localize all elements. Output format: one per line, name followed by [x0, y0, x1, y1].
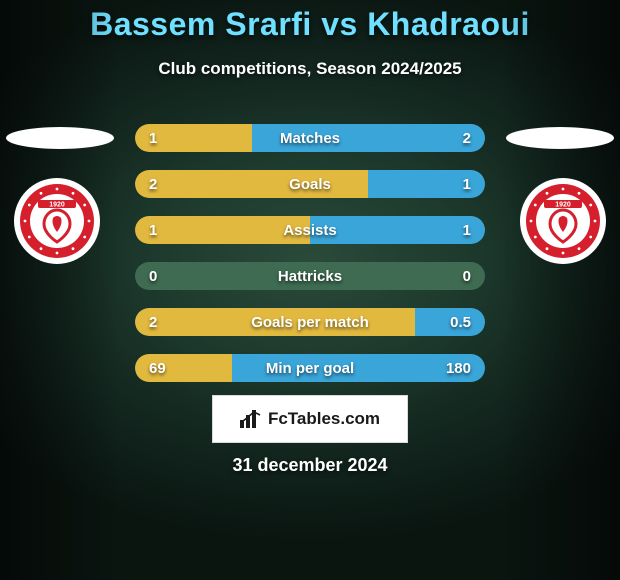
country-ellipse-left	[6, 127, 114, 149]
stat-value-right: 2	[463, 130, 471, 147]
stat-row: 0Hattricks0	[135, 262, 485, 290]
club-badge-right-graphic: 1920	[526, 184, 600, 258]
club-badge-left-graphic: 1920	[20, 184, 94, 258]
stat-label: Goals per match	[135, 314, 485, 331]
svg-text:1920: 1920	[49, 202, 65, 209]
page-subtitle: Club competitions, Season 2024/2025	[0, 59, 620, 79]
stat-row: 2Goals1	[135, 170, 485, 198]
stat-row: 1Matches2	[135, 124, 485, 152]
vignette-right	[500, 0, 620, 580]
fctables-label: FcTables.com	[268, 409, 380, 429]
page-title: Bassem Srarfi vs Khadraoui	[0, 0, 620, 43]
bars-icon	[240, 410, 262, 428]
fctables-watermark: FcTables.com	[212, 395, 408, 443]
stats-container: 1Matches22Goals11Assists10Hattricks02Goa…	[135, 124, 485, 400]
club-badge-right: 1920	[520, 178, 606, 264]
stat-row: 69Min per goal180	[135, 354, 485, 382]
stat-label: Matches	[135, 130, 485, 147]
date-label: 31 december 2024	[0, 455, 620, 476]
stat-value-right: 180	[446, 360, 471, 377]
stat-row: 2Goals per match0.5	[135, 308, 485, 336]
club-badge-left: 1920	[14, 178, 100, 264]
stat-label: Goals	[135, 176, 485, 193]
stat-value-right: 1	[463, 222, 471, 239]
svg-text:1920: 1920	[555, 202, 571, 209]
stat-label: Hattricks	[135, 268, 485, 285]
stat-value-right: 0	[463, 268, 471, 285]
stat-value-right: 0.5	[450, 314, 471, 331]
country-ellipse-right	[506, 127, 614, 149]
vignette-left	[0, 0, 120, 580]
stat-label: Min per goal	[135, 360, 485, 377]
stat-label: Assists	[135, 222, 485, 239]
stat-row: 1Assists1	[135, 216, 485, 244]
stat-value-right: 1	[463, 176, 471, 193]
